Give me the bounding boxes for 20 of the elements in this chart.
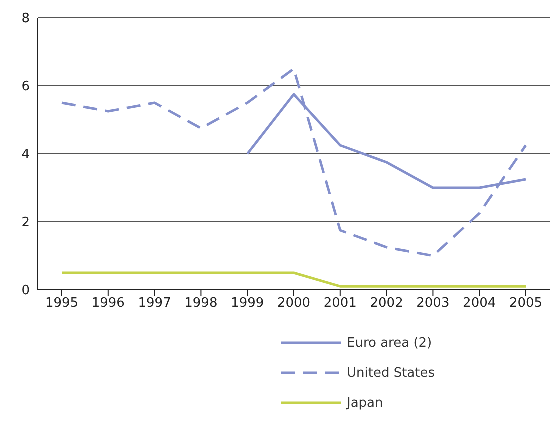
y-tick-label: 0: [22, 284, 30, 299]
x-tick-label: 2001: [324, 296, 357, 312]
x-tick-label: 1995: [45, 296, 79, 312]
y-tick-label: 4: [22, 148, 30, 163]
legend-label: Japan: [346, 396, 384, 410]
x-tick-label: 1997: [138, 296, 172, 312]
x-tick-label: 1998: [184, 296, 218, 312]
x-tick-label: 2003: [416, 296, 450, 312]
y-tick-label: 8: [22, 12, 30, 27]
x-tick-label: 1996: [92, 296, 125, 312]
legend-label: Euro area (2): [346, 336, 432, 350]
x-tick-label: 2002: [370, 296, 404, 312]
y-tick-label: 2: [22, 216, 30, 231]
x-tick-label: 2005: [509, 296, 543, 312]
x-tick-label: 2004: [463, 296, 496, 312]
x-tick-label: 1999: [231, 296, 264, 312]
line-series: [60, 68, 528, 258]
x-tick-label: 2000: [277, 296, 311, 312]
legend-label: United States: [346, 366, 436, 380]
y-tick-label: 6: [22, 80, 30, 95]
